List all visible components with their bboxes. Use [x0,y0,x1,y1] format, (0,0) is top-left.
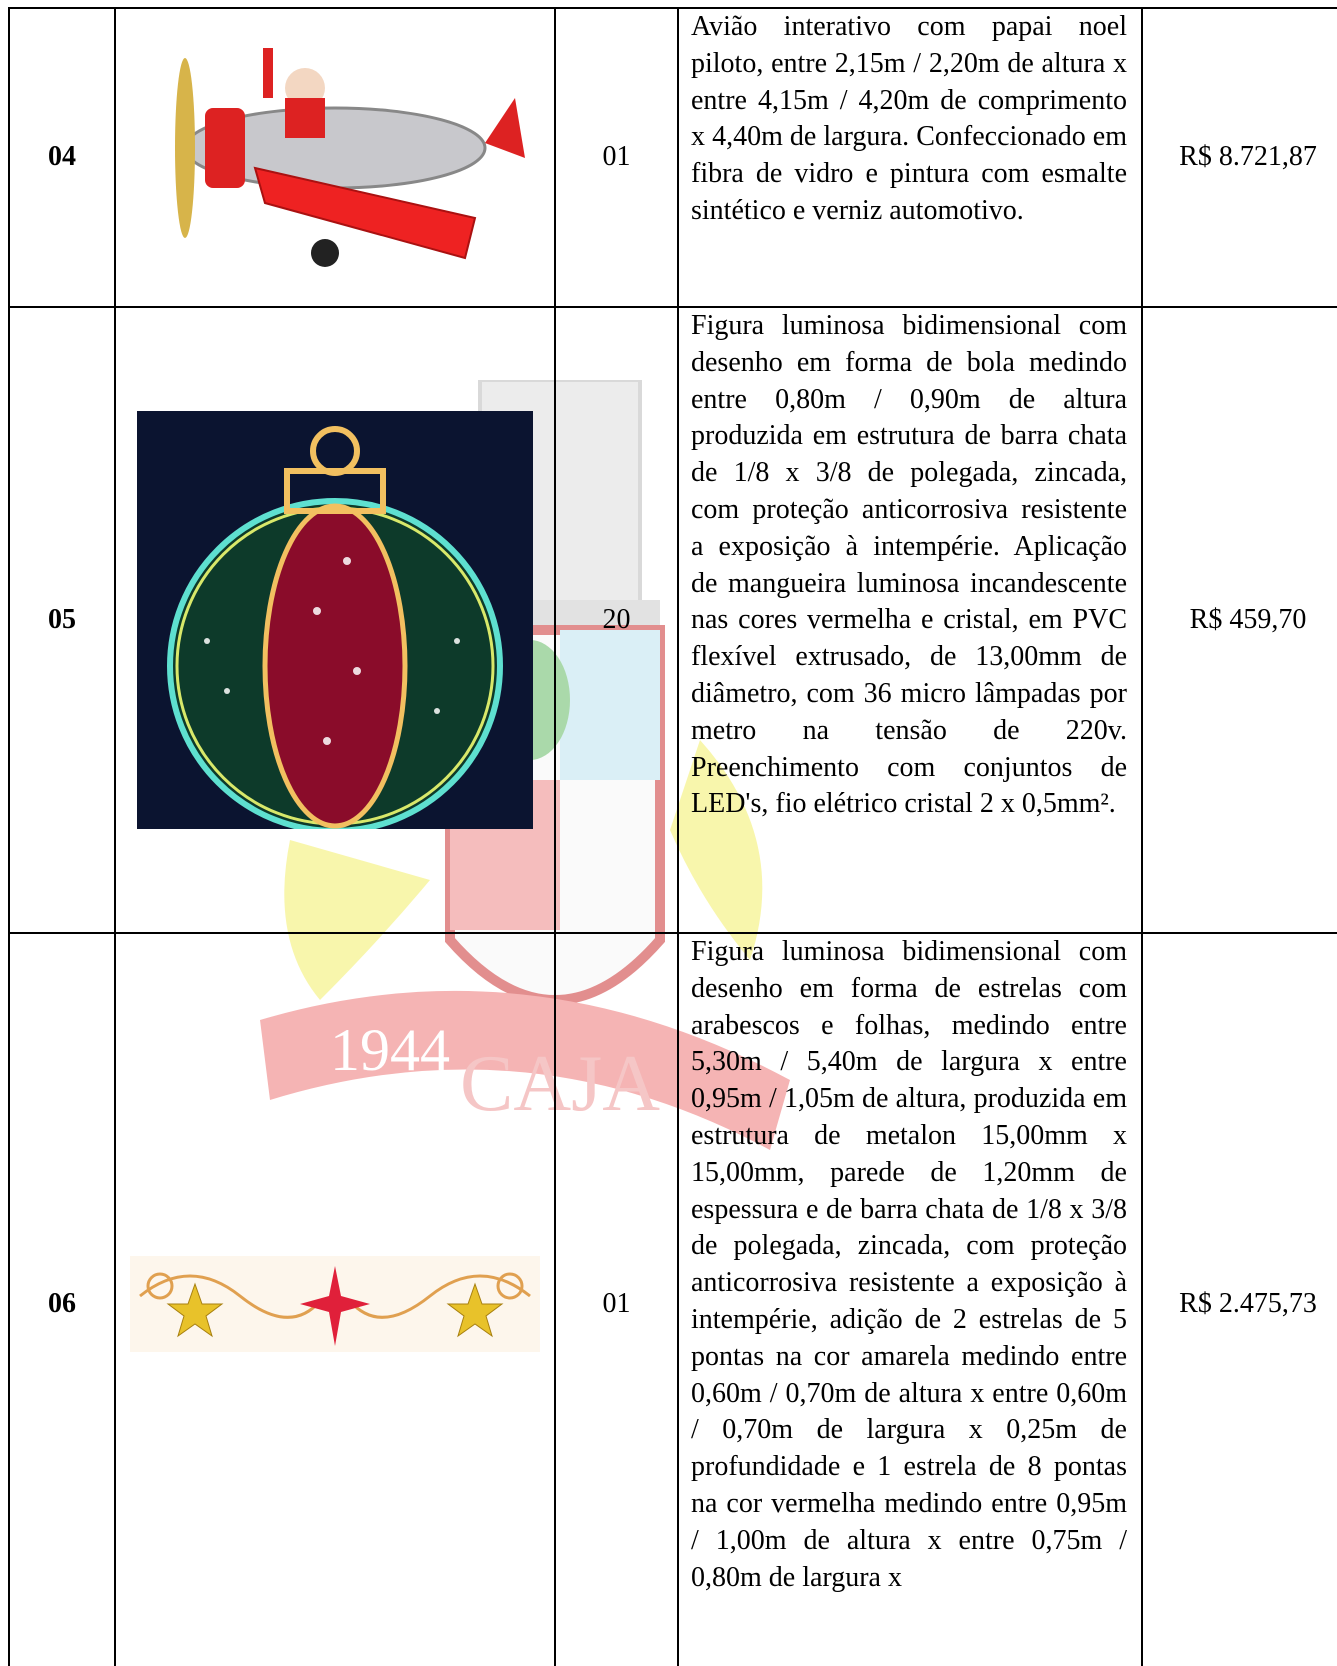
quantity: 01 [554,7,679,308]
item-number: 04 [8,7,116,308]
items-table: 04 01 Avião interativo com papai noel pi… [8,7,1337,1666]
description: Figura luminosa bidimensional com desenh… [677,932,1143,1666]
price: R$ 2.475,73 [1141,932,1337,1666]
garland-image [130,1256,540,1352]
item-number: 06 [8,932,116,1666]
item-number: 05 [8,306,116,934]
quantity: 20 [554,306,679,934]
image-cell [114,932,556,1666]
price: R$ 8.721,87 [1141,7,1337,308]
table-row: 05 20 Figura luminosa bidimensional com … [8,306,1337,934]
table-row: 04 01 Avião interativo com papai noel pi… [8,7,1337,308]
table-row: 06 01 Figura luminosa bidimensional com … [8,932,1337,1666]
description: Avião interativo com papai noel piloto, … [677,7,1143,308]
ornament-image [137,411,533,829]
plane-image [175,47,525,267]
image-cell [114,7,556,308]
image-cell [114,306,556,934]
description: Figura luminosa bidimensional com desenh… [677,306,1143,934]
price: R$ 459,70 [1141,306,1337,934]
quantity: 01 [554,932,679,1666]
